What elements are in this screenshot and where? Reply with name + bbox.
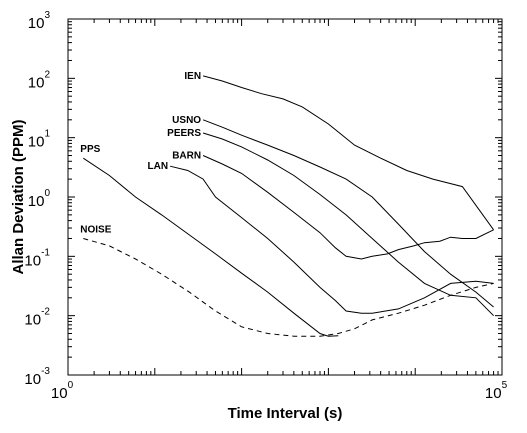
series-lines — [83, 75, 495, 337]
series-label-peers: PEERS — [167, 128, 201, 139]
series-line-pps — [83, 157, 339, 337]
x-tick-label: 100 — [51, 380, 74, 402]
series-line-barn — [202, 155, 494, 260]
y-tick-label: 100 — [28, 188, 51, 210]
series-line-ien — [202, 75, 495, 231]
y-tick-label: 10-1 — [24, 247, 50, 269]
y-tick-label: 10-2 — [24, 307, 50, 329]
series-label-usno: USNO — [172, 115, 201, 126]
series-label-noise: NOISE — [80, 224, 111, 235]
series-label-pps: PPS — [80, 144, 100, 155]
series-line-peers — [202, 132, 494, 317]
axis-tick-labels: 10-3 10-2 10-1 100 101 102 103 100 105 — [24, 10, 507, 402]
y-tick-label: 103 — [28, 10, 51, 32]
y-tick-label: 10-3 — [24, 366, 50, 388]
series-label-lan: LAN — [148, 161, 169, 172]
x-axis-title: Time Interval (s) — [228, 405, 343, 422]
plot-frame — [67, 18, 503, 376]
series-line-lan — [169, 165, 494, 314]
series-line-usno — [202, 119, 494, 308]
y-axis-title: Allan Deviation (PPM) — [10, 119, 27, 274]
x-tick-label: 105 — [485, 380, 508, 402]
y-tick-label: 102 — [28, 69, 51, 91]
series-label-ien: IEN — [184, 71, 201, 82]
axis-ticks — [68, 19, 502, 375]
y-tick-label: 101 — [28, 129, 51, 151]
series-label-barn: BARN — [172, 151, 201, 162]
series-line-noise — [83, 238, 494, 337]
